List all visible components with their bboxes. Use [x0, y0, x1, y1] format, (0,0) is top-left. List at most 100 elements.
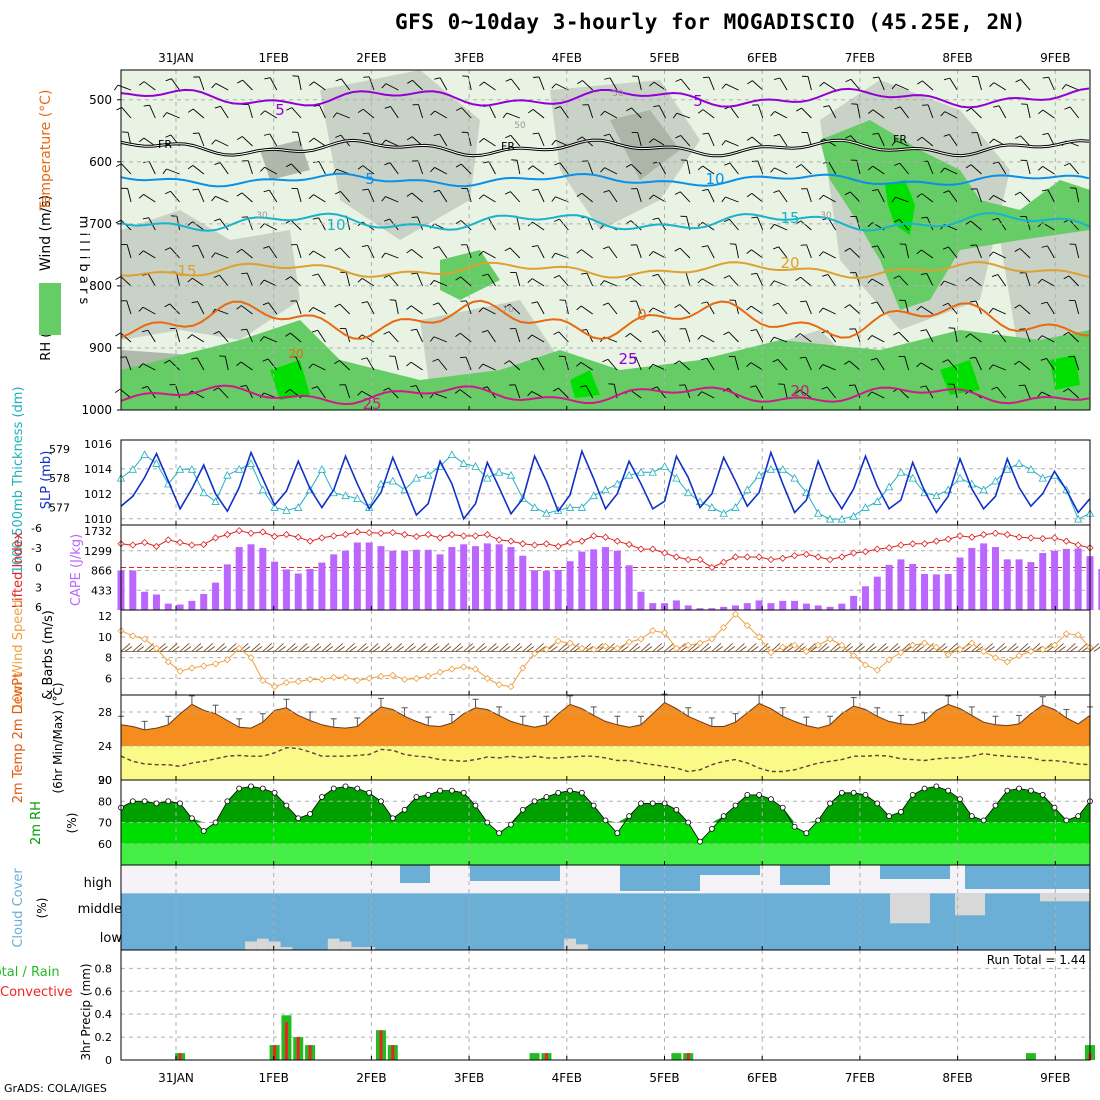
- rh2m-series-marker: [437, 787, 443, 794]
- upper-wind-barb-flag: [648, 194, 654, 200]
- upper-wind-barb: [927, 160, 934, 175]
- thickness-series-marker: [743, 485, 752, 494]
- upper-wind-barb: [755, 385, 764, 399]
- thickness-series-marker: [636, 467, 646, 476]
- thickness-series-marker: [128, 464, 137, 473]
- upper-wind-barb-flag: [211, 196, 216, 202]
- precip-convective-bar: [284, 1022, 288, 1060]
- rh2m-series-marker: [626, 813, 633, 820]
- cape-bar: [672, 600, 680, 610]
- upper-wind-barb: [822, 364, 836, 371]
- upper-wind-barb: [751, 193, 764, 203]
- upper-wind-barb: [603, 280, 618, 287]
- upper-wind-barb: [855, 216, 861, 231]
- upper-wind-barb-flag: [433, 189, 440, 193]
- upper-wind-barb-flag: [504, 303, 510, 308]
- upper-wind-barb-flag: [940, 280, 945, 287]
- upper-wind-barb-flag: [430, 110, 436, 116]
- rh2m-series-marker: [921, 785, 928, 792]
- upper-wind-barb: [537, 245, 545, 259]
- wind-speed-series-marker: [330, 673, 338, 681]
- thickness-series-marker: [388, 476, 397, 485]
- cape-bar: [389, 550, 397, 610]
- upper-wind-barb: [872, 109, 885, 119]
- upper-wind-barb-flag: [916, 362, 922, 368]
- wind-barb-flag: [408, 646, 416, 652]
- wind-speed-series-marker: [932, 643, 940, 651]
- precip-total-bar: [1025, 1053, 1036, 1060]
- wind-speed-series-marker: [826, 635, 834, 643]
- upper-wind-barb-flag: [675, 135, 681, 139]
- upper-wind-barb: [1018, 360, 1031, 371]
- upper-wind-barb: [215, 139, 229, 147]
- precip-tick-0: 0: [105, 1054, 112, 1067]
- wind-speed-series-marker: [211, 660, 220, 668]
- date-label-top-3FEB: 3FEB: [454, 51, 484, 65]
- wind-barb: [250, 643, 261, 652]
- pressure-tick-600: 600: [89, 155, 112, 169]
- upper-wind-barb: [434, 110, 448, 119]
- upper-wind-barb-flag: [697, 109, 704, 114]
- wind-barb: [451, 643, 462, 652]
- upper-wind-barb: [707, 245, 715, 259]
- upper-wind-barb: [506, 112, 520, 119]
- wind-speed-series-marker: [731, 610, 740, 618]
- cloud-label-high: high: [84, 876, 112, 891]
- wind-speed-series-marker: [341, 673, 350, 681]
- upper-wind-barb: [948, 190, 958, 203]
- thickness-series-marker: [979, 485, 988, 494]
- upper-wind-barb: [461, 107, 472, 119]
- upper-wind-barb: [679, 360, 691, 371]
- upper-wind-barb: [465, 300, 472, 315]
- lifted-index-series-marker: [235, 527, 243, 535]
- lifted-index-series-marker: [708, 563, 716, 572]
- temp-tick-20: 20: [98, 774, 112, 787]
- upper-wind-barb: [313, 81, 326, 91]
- wind-speed-series-marker: [495, 681, 503, 689]
- rh2m-series-marker: [744, 791, 751, 798]
- wind-speed-series-marker: [743, 621, 751, 630]
- upper-wind-barb: [604, 167, 618, 175]
- wind-speed-series-marker: [601, 642, 610, 650]
- lifted-index-series-marker: [861, 548, 870, 556]
- upper-wind-barb-flag: [138, 306, 144, 312]
- upper-wind-barb-flag: [429, 336, 435, 342]
- upper-wind-barb: [1074, 300, 1080, 315]
- upper-wind-barb-flag: [965, 333, 971, 338]
- wind-barb-flag: [656, 646, 665, 652]
- wind-barb: [345, 643, 355, 652]
- pressure-tick-700: 700: [89, 217, 112, 231]
- upper-wind-barb: [779, 134, 788, 147]
- upper-wind-barb: [339, 303, 351, 315]
- rh2m-series-marker: [992, 802, 999, 809]
- slp-axis-label: SLP (mb): [39, 451, 54, 510]
- upper-wind-barb-flag: [259, 223, 265, 229]
- upper-wind-barb: [707, 189, 715, 203]
- upper-wind-barb: [876, 358, 885, 371]
- cloud-axis-label: Cloud Cover: [11, 868, 26, 948]
- lifted-index-series-marker: [909, 540, 917, 548]
- upper-wind-barb: [564, 356, 569, 371]
- upper-wind-barb-flag: [844, 360, 850, 365]
- upper-wind-barb: [192, 165, 205, 175]
- upper-wind-barb: [848, 360, 861, 371]
- wind-barb-flag: [183, 646, 192, 652]
- upper-wind-barb-flag: [943, 133, 950, 137]
- cloud-high-patch-2: [620, 865, 700, 891]
- upper-wind-barb: [510, 191, 521, 203]
- upper-wind-barb: [127, 188, 132, 203]
- upper-wind-barb-flag: [697, 334, 703, 340]
- upper-wind-barb: [219, 218, 229, 231]
- isotherm-label-15: 15: [177, 262, 196, 280]
- cape-bar: [802, 603, 810, 610]
- wind-barb-flag: [491, 646, 499, 652]
- upper-wind-barb-flag: [1042, 76, 1049, 79]
- upper-wind-barb: [975, 357, 982, 371]
- upper-wind-barb: [242, 79, 253, 91]
- upper-wind-barb: [580, 361, 593, 371]
- wind-barb: [1066, 643, 1076, 652]
- lifted-index-series-marker: [873, 545, 881, 553]
- upper-wind-barb: [996, 386, 1007, 399]
- thickness-series-marker: [211, 497, 220, 505]
- rh2m-series-marker: [756, 791, 763, 798]
